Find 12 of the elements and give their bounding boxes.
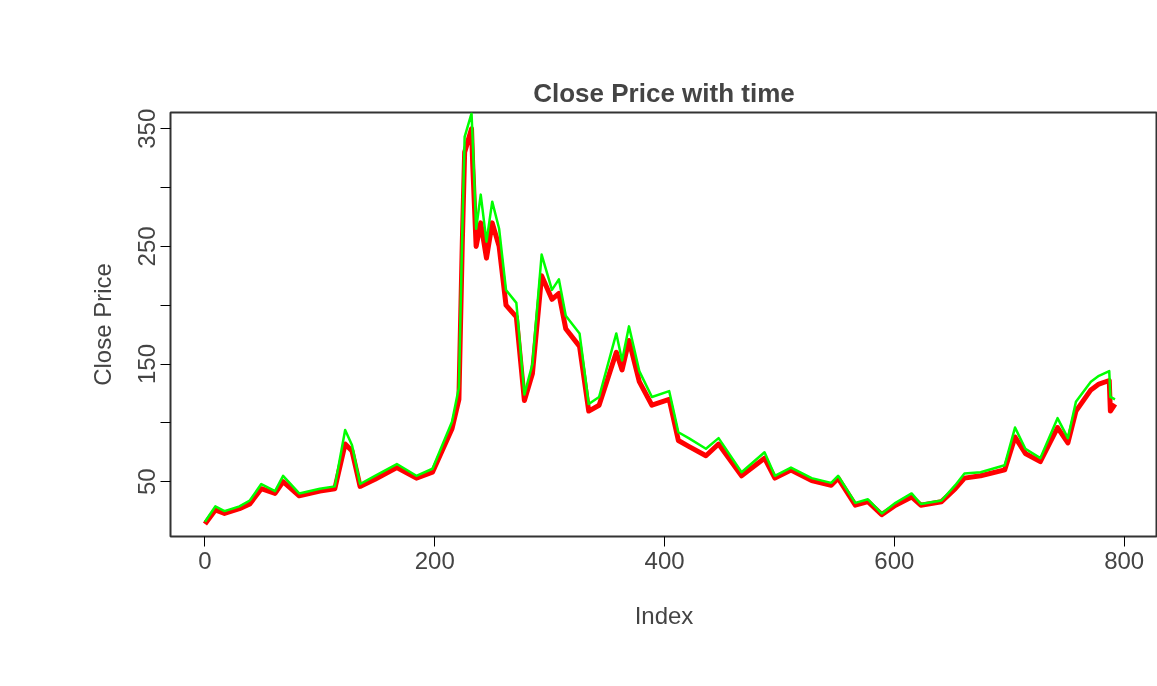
y-tick-label: 50 <box>133 468 161 496</box>
x-tick-label: 400 <box>644 546 685 574</box>
x-tick-label: 0 <box>198 546 212 574</box>
chart-title: Close Price with time <box>533 77 795 108</box>
x-axis-title: Index <box>634 601 694 629</box>
x-tick-label: 600 <box>874 546 915 574</box>
y-tick-label: 350 <box>133 108 161 149</box>
y-tick-label: 150 <box>133 344 161 385</box>
x-tick-label: 800 <box>1104 546 1145 574</box>
y-axis-title: Close Price <box>88 263 116 386</box>
y-tick-label: 250 <box>133 226 161 267</box>
x-tick-label: 200 <box>414 546 455 574</box>
